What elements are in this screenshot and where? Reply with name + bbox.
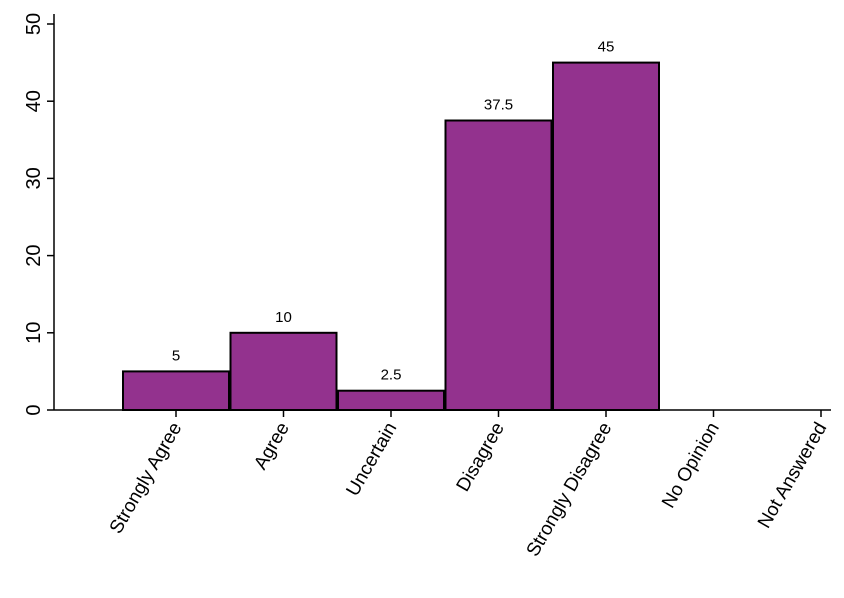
x-tick-label: Strongly Agree [106,419,187,537]
data-label: 10 [275,309,292,326]
x-tick-label: Strongly Disagree [523,419,617,560]
y-tick-label: 0 [23,404,45,415]
bar [444,119,553,411]
bar [229,331,338,411]
bar [337,389,445,412]
y-tick-label: 50 [23,13,45,35]
x-tick-label: No Opinion [658,419,724,512]
data-labels: 5 10 2.5 37.5 45 [172,39,615,384]
x-tick-label: Uncertain [342,419,401,500]
axes: 0 10 20 30 40 50 Strongly Agree Agree Uncertain D… [23,13,831,560]
y-tick-label: 20 [23,244,45,266]
bar [122,370,230,411]
x-tick-label: Disagree [453,419,509,495]
y-tick-label: 40 [23,90,45,112]
bar [552,61,660,411]
data-label: 5 [172,347,180,364]
y-tick-label: 30 [23,167,45,189]
x-tick-label: Not Answered [754,419,831,532]
data-label: 45 [598,39,615,56]
bars [122,61,660,412]
data-label: 37.5 [484,97,513,114]
x-tick-label: Agree [250,419,294,473]
data-label: 2.5 [381,367,402,384]
y-tick-label: 10 [23,322,45,344]
